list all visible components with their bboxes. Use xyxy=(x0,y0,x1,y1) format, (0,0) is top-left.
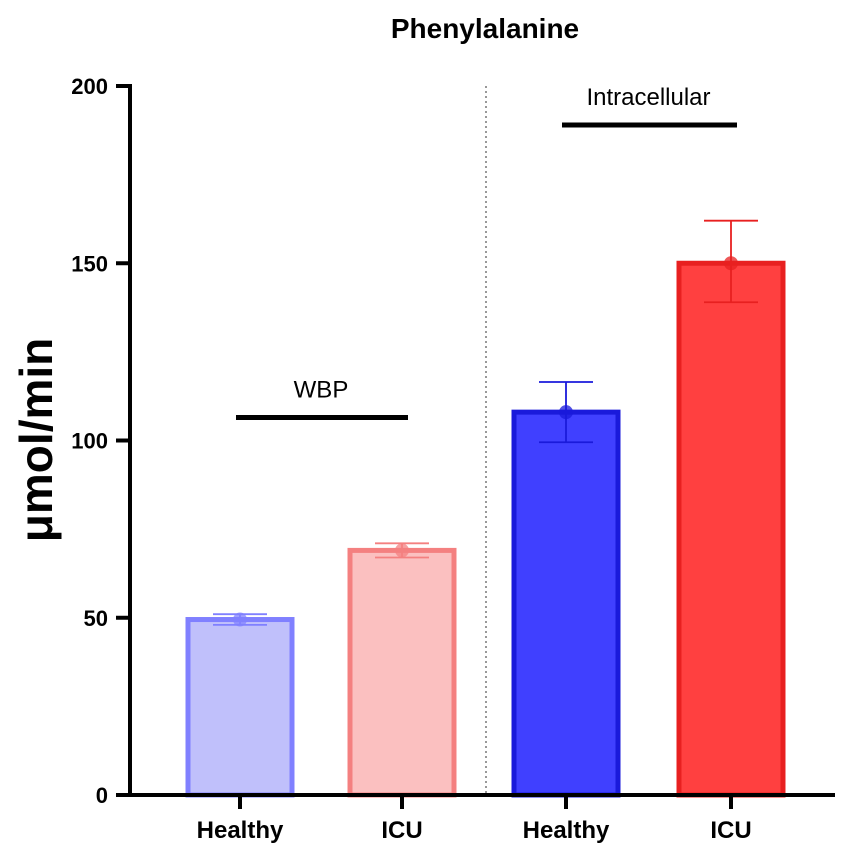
y-tick-label-3: 150 xyxy=(71,251,108,276)
y-tick-label-1: 50 xyxy=(84,606,108,631)
y-axis-label: μmol/min xyxy=(10,338,62,542)
y-tick-label-0: 0 xyxy=(96,783,108,808)
x-tick-label-2: Healthy xyxy=(523,817,610,844)
y-tick-label-4: 200 xyxy=(71,74,108,99)
data-point-0 xyxy=(233,612,247,627)
data-point-3 xyxy=(724,256,738,271)
chart-title: Phenylalanine xyxy=(391,13,579,44)
data-point-2 xyxy=(559,405,573,420)
y-tick-label-2: 100 xyxy=(71,429,108,454)
bar-1 xyxy=(347,547,457,798)
data-point-1 xyxy=(395,543,409,558)
group-label-1: Intracellular xyxy=(586,84,710,111)
bar-0 xyxy=(185,617,295,798)
x-tick-label-3: ICU xyxy=(710,817,751,844)
group-label-0: WBP xyxy=(294,376,349,403)
plot-area: Healthy ICU Healthy ICU WBP Intracellular 0 50 1… xyxy=(71,74,835,844)
x-tick-label-1: ICU xyxy=(381,817,422,844)
x-tick-label-0: Healthy xyxy=(197,817,284,844)
bar-3 xyxy=(676,260,786,798)
bar-2 xyxy=(511,409,621,798)
